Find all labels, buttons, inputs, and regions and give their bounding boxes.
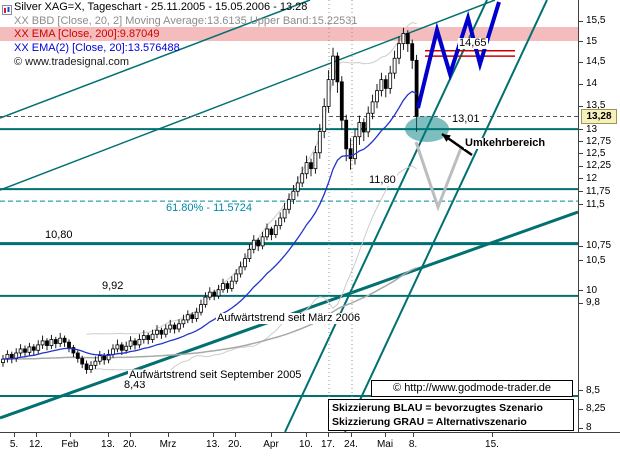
- chart-annotation: 14,65: [458, 37, 488, 49]
- x-axis-label: Apr: [263, 439, 279, 450]
- y-axis-tick: [579, 191, 583, 193]
- x-axis-label: 15.: [485, 439, 499, 450]
- y-axis-label: 8,25: [586, 403, 606, 415]
- chart-annotation: 10,80: [44, 229, 74, 241]
- x-axis-label: 17.: [321, 439, 335, 450]
- scenario-blue-label: Skizzierung BLAU = bevorzugtes Szenario: [332, 402, 543, 414]
- y-axis-label: 12: [586, 172, 598, 184]
- scenario-gray-label: Skizzierung GRAU = Alternativszenario: [332, 416, 527, 428]
- x-axis-tick: [271, 433, 272, 437]
- x-axis-tick: [14, 433, 15, 437]
- y-axis-tick: [579, 178, 583, 180]
- x-axis-tick: [351, 433, 352, 437]
- y-axis-label: 10,5: [586, 254, 606, 266]
- x-axis-tick: [385, 433, 386, 437]
- y-axis-tick: [579, 105, 583, 107]
- x-axis-tick: [492, 433, 493, 437]
- x-axis-label: 12.: [29, 439, 43, 450]
- y-axis-label: 12,5: [586, 147, 606, 159]
- chart-annotation: 11,80: [368, 174, 397, 186]
- x-axis-label: Mai: [376, 439, 394, 450]
- y-axis-label: 15,5: [586, 15, 606, 27]
- y-axis-tick: [579, 290, 583, 292]
- chart-annotation: 9,92: [101, 280, 125, 292]
- x-axis-tick: [213, 433, 214, 437]
- x-axis-tick: [70, 433, 71, 437]
- y-axis-label: 10: [586, 284, 598, 296]
- y-axis-label: 13: [586, 123, 598, 135]
- y-axis-label: 14: [586, 78, 598, 90]
- price-axis[interactable]: 15,5 15 14,5 14 13,5 13 12,75 12,5 12,25 12 11,75 1…: [578, 0, 620, 434]
- y-axis-label: 8,5: [586, 384, 600, 396]
- y-axis-tick: [579, 83, 583, 85]
- x-axis-tick: [235, 433, 236, 437]
- y-axis-tick: [579, 260, 583, 262]
- y-axis-label: 9,8: [586, 297, 600, 309]
- chart-annotation: 13,01: [451, 113, 481, 125]
- x-axis-tick: [306, 433, 307, 437]
- x-axis-label: 8.: [408, 439, 418, 450]
- y-axis-tick: [579, 20, 583, 22]
- chart-window-icon: [2, 2, 12, 20]
- legend-bollinger[interactable]: XX BBD [Close, 20, 2] Moving Average:13.…: [14, 15, 358, 27]
- y-axis-tick: [579, 245, 583, 247]
- y-axis-tick: [579, 41, 583, 43]
- chart-annotation: 61.80% - 11.5724: [165, 202, 254, 214]
- x-axis-label: 20.: [123, 439, 137, 450]
- y-axis-tick: [579, 165, 583, 167]
- y-axis-label: 11,75: [586, 185, 611, 197]
- tradesignal-copyright: © www.tradesignal.com: [14, 56, 130, 68]
- y-axis-label: 12,25: [586, 160, 612, 172]
- chart-annotation-layer: 14,65 13,01 11,80 10,80 9,92 8,43 61.80% - 11.…: [44, 37, 547, 391]
- y-axis-label: 11,5: [586, 198, 605, 210]
- x-axis-tick: [168, 433, 169, 437]
- x-axis-label: 20.: [228, 439, 242, 450]
- y-axis-tick: [579, 302, 583, 304]
- y-axis-tick: [579, 427, 583, 429]
- x-axis-tick: [36, 433, 37, 437]
- y-axis-label: 10,75: [586, 240, 612, 252]
- x-axis-tick: [108, 433, 109, 437]
- y-axis-label: 8: [586, 422, 592, 434]
- x-axis-label: 10.: [299, 439, 313, 450]
- y-axis-label: 12,75: [586, 135, 612, 147]
- godmode-trader-url: © http://www.godmode-trader.de: [393, 382, 551, 394]
- chart-annotation: 8,43: [123, 379, 147, 391]
- x-axis-tick: [328, 433, 329, 437]
- chart-annotation: Aufwärtstrend seit März 2006: [216, 312, 362, 324]
- y-axis-tick: [579, 141, 583, 143]
- chart-annotation: Aufwärtstrend seit September 2005: [128, 369, 303, 381]
- x-axis-label: 13.: [206, 439, 220, 450]
- x-axis-label: Mrz: [159, 439, 177, 450]
- scenario-legend-box: Skizzierung BLAU = bevorzugtes Szenario …: [328, 399, 574, 431]
- y-axis-tick: [579, 390, 583, 392]
- chart-annotation: Umkehrbereich: [464, 137, 547, 149]
- x-axis-label: 24.: [344, 439, 358, 450]
- x-axis-tick: [130, 433, 131, 437]
- y-axis-label: 14,5: [586, 56, 606, 68]
- y-axis-label: 13,5: [586, 100, 606, 112]
- x-axis-label: 5.: [9, 439, 19, 450]
- x-axis-label: Feb: [61, 439, 79, 450]
- godmode-trader-watermark-box: © http://www.godmode-trader.de: [371, 380, 573, 397]
- current-price-tag: 13,28: [581, 109, 617, 125]
- x-axis-label: 13.: [101, 439, 115, 450]
- legend-ema200[interactable]: XX EMA [Close, 200]:9.87049: [14, 28, 160, 40]
- y-axis-tick: [579, 129, 583, 131]
- y-axis-tick: [579, 204, 583, 206]
- y-axis-label: 15: [586, 35, 598, 47]
- y-axis-tick: [579, 408, 583, 410]
- chart-title: Silver XAG=X, Tageschart - 25.11.2005 - …: [14, 1, 308, 13]
- y-axis-tick: [579, 153, 583, 155]
- x-axis-tick: [413, 433, 414, 437]
- y-axis-tick: [579, 61, 583, 63]
- time-axis[interactable]: 5. 12. Feb 13. 20. Mrz 13. 20. Apr 10. 17. 24. Mai 8.…: [0, 432, 620, 462]
- legend-ema20[interactable]: XX EMA(2) [Close, 20]:13.576488: [14, 42, 180, 54]
